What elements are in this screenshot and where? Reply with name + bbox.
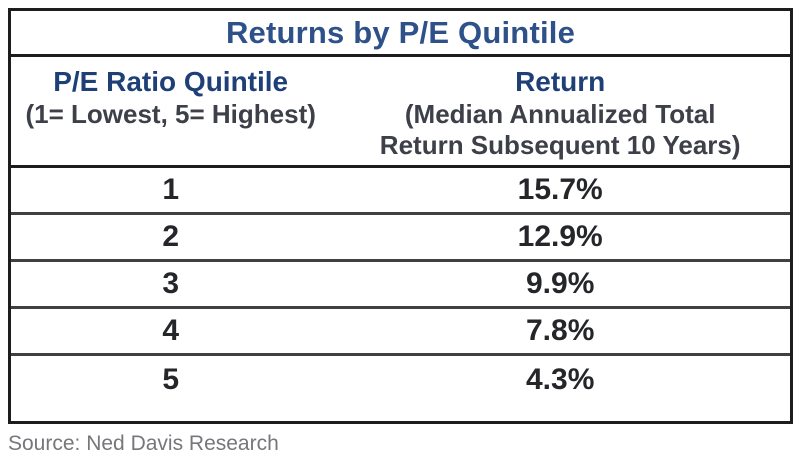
- return-value: 15.7%: [517, 173, 603, 206]
- table-row: 5 4.3%: [11, 356, 790, 403]
- quintile-value: 5: [162, 362, 180, 396]
- return-column-subtitle-line1: (Median Annualized Total: [404, 99, 716, 130]
- quintile-value: 2: [162, 220, 180, 253]
- quintile-column-label: P/E Ratio Quintile: [53, 66, 289, 97]
- header-cell-quintile: P/E Ratio Quintile (1= Lowest, 5= Highes…: [11, 66, 330, 165]
- quintile-value: 4: [162, 314, 180, 347]
- table-row: 4 7.8%: [11, 309, 790, 356]
- return-value: 4.3%: [525, 362, 595, 396]
- table-title: Returns by P/E Quintile: [11, 11, 790, 57]
- source-attribution: Source: Ned Davis Research: [8, 432, 279, 455]
- quintile-column-subtitle: (1= Lowest, 5= Highest): [25, 99, 316, 130]
- table-header-row: P/E Ratio Quintile (1= Lowest, 5= Highes…: [11, 57, 790, 168]
- quintile-value: 3: [162, 267, 180, 300]
- table-row: 2 12.9%: [11, 215, 790, 262]
- return-value: 9.9%: [525, 267, 595, 300]
- return-column-label: Return: [515, 66, 606, 97]
- quintile-value: 1: [162, 173, 180, 206]
- return-value: 7.8%: [525, 314, 595, 347]
- pe-quintile-table: Returns by P/E Quintile P/E Ratio Quinti…: [8, 8, 793, 424]
- return-value: 12.9%: [517, 220, 603, 253]
- table-row: 3 9.9%: [11, 262, 790, 309]
- header-cell-return: Return (Median Annualized Total Return S…: [330, 66, 790, 165]
- table-row: 1 15.7%: [11, 168, 790, 215]
- return-column-subtitle-line2: Return Subsequent 10 Years): [379, 130, 741, 161]
